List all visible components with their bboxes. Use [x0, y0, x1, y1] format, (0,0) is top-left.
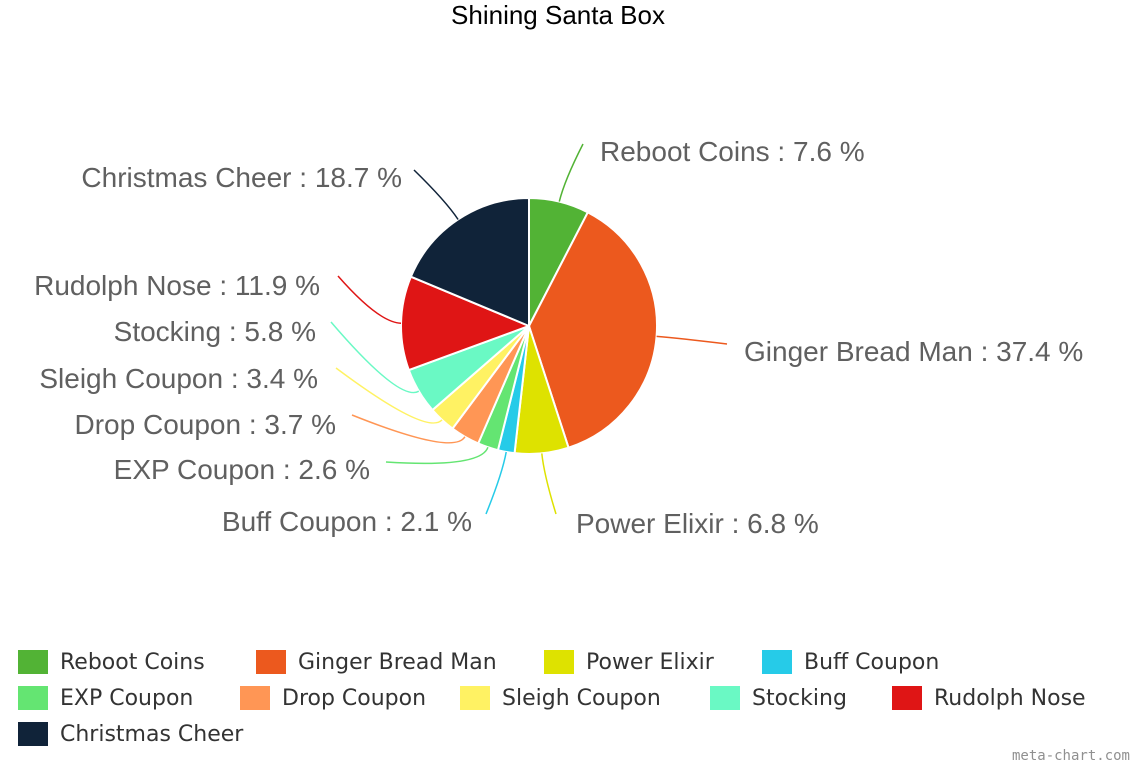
- slice-label: Drop Coupon : 3.7 %: [75, 409, 337, 440]
- slice-label: EXP Coupon : 2.6 %: [114, 454, 370, 485]
- legend-label: Ginger Bread Man: [298, 649, 497, 675]
- chart-title: Shining Santa Box: [451, 0, 665, 30]
- slice-labels: Reboot Coins : 7.6 % Ginger Bread Man : 3…: [34, 136, 1083, 539]
- slice-label: Sleigh Coupon : 3.4 %: [39, 363, 318, 394]
- legend-label: Drop Coupon: [282, 685, 427, 711]
- connector-line: [558, 143, 584, 202]
- legend-item-christmas-cheer[interactable]: Christmas Cheer: [18, 716, 243, 752]
- legend-item-stocking[interactable]: Stocking: [710, 680, 847, 716]
- connector-line: [541, 453, 557, 515]
- slice-label: Ginger Bread Man : 37.4 %: [744, 336, 1083, 367]
- connector-line: [385, 446, 489, 465]
- legend-item-power-elixir[interactable]: Power Elixir: [544, 644, 714, 680]
- pie-chart: Shining Santa Box Reboot Coins : 7.6 % Gi…: [34, 0, 1083, 539]
- legend-swatch: [240, 686, 270, 710]
- pie-slices: [400, 197, 658, 455]
- label-connectors: [330, 143, 728, 515]
- legend-label: Christmas Cheer: [60, 721, 244, 747]
- connector-line: [351, 414, 466, 444]
- legend-label: Reboot Coins: [60, 649, 205, 675]
- legend-swatch: [18, 722, 48, 746]
- slice-label: Power Elixir : 6.8 %: [576, 508, 819, 539]
- connector-line: [337, 275, 402, 324]
- legend-swatch: [256, 650, 286, 674]
- legend-label: Stocking: [752, 685, 847, 711]
- legend-swatch: [18, 686, 48, 710]
- legend-item-sleigh-coupon[interactable]: Sleigh Coupon: [460, 680, 661, 716]
- connector-line: [485, 451, 507, 515]
- legend-row-3: Christmas Cheer: [18, 716, 1128, 752]
- legend-row-2: EXP Coupon Drop Coupon Sleigh Coupon Sto…: [18, 680, 1128, 716]
- legend-label: EXP Coupon: [60, 685, 194, 711]
- slice-label: Reboot Coins : 7.6 %: [600, 136, 865, 167]
- slice-label: Christmas Cheer : 18.7 %: [81, 162, 402, 193]
- legend-label: Power Elixir: [586, 649, 714, 675]
- legend-swatch: [892, 686, 922, 710]
- legend-item-buff-coupon[interactable]: Buff Coupon: [762, 644, 939, 680]
- connector-line: [330, 321, 420, 394]
- pie-slice-ginger-bread-man[interactable]: [528, 211, 658, 449]
- legend-label: Buff Coupon: [804, 649, 940, 675]
- slice-label: Rudolph Nose : 11.9 %: [34, 270, 320, 301]
- slice-label: Buff Coupon : 2.1 %: [222, 506, 472, 537]
- legend-item-ginger-bread-man[interactable]: Ginger Bread Man: [256, 644, 497, 680]
- legend-row-1: Reboot Coins Ginger Bread Man Power Elix…: [18, 644, 1128, 680]
- legend-label: Rudolph Nose: [934, 685, 1086, 711]
- legend-item-drop-coupon[interactable]: Drop Coupon: [240, 680, 426, 716]
- legend-swatch: [544, 650, 574, 674]
- legend-swatch: [710, 686, 740, 710]
- legend-label: Sleigh Coupon: [502, 685, 661, 711]
- legend-item-rudolph-nose[interactable]: Rudolph Nose: [892, 680, 1086, 716]
- credit-link[interactable]: meta-chart.com: [1011, 748, 1130, 764]
- connector-line: [656, 335, 728, 345]
- legend-item-exp-coupon[interactable]: EXP Coupon: [18, 680, 193, 716]
- legend-swatch: [18, 650, 48, 674]
- legend-swatch: [762, 650, 792, 674]
- legend-swatch: [460, 686, 490, 710]
- legend-item-reboot-coins[interactable]: Reboot Coins: [18, 644, 205, 680]
- legend: Reboot Coins Ginger Bread Man Power Elix…: [18, 644, 1128, 752]
- connector-line: [335, 367, 443, 424]
- connector-line: [413, 169, 459, 220]
- slice-label: Stocking : 5.8 %: [114, 316, 316, 347]
- pie-slice-rudolph-nose[interactable]: [400, 275, 530, 372]
